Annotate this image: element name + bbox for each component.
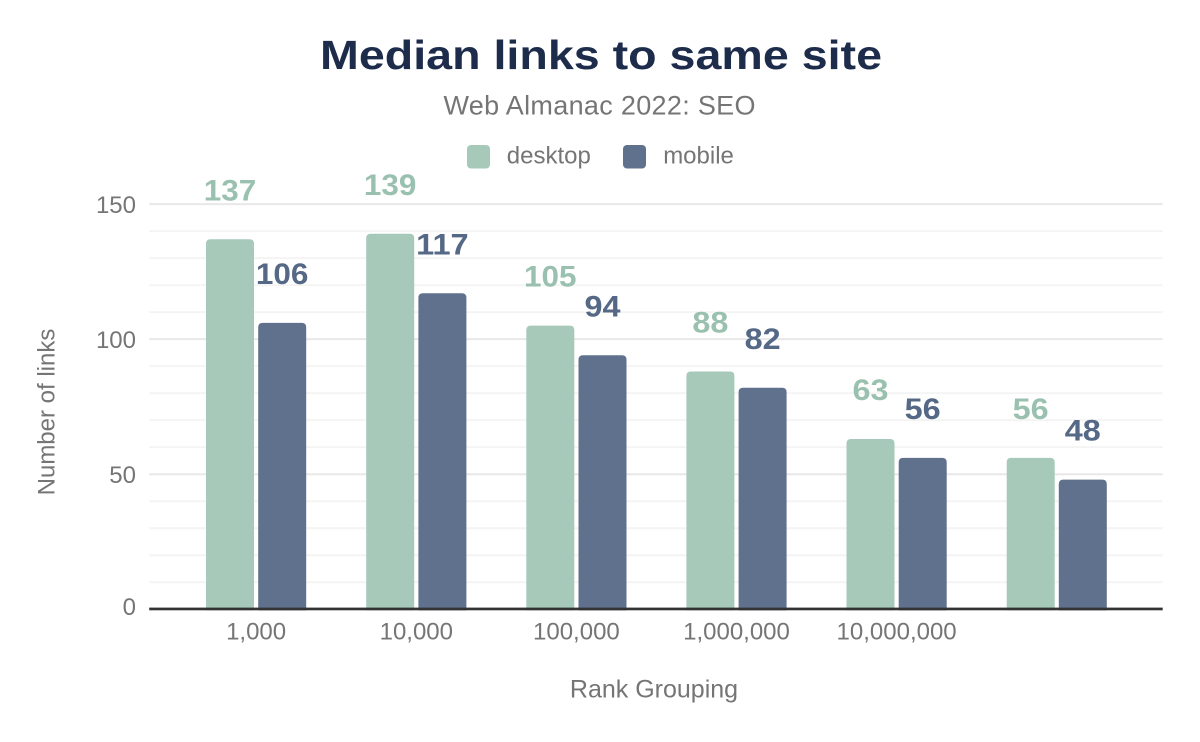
svg-text:Rank Grouping: Rank Grouping bbox=[570, 675, 738, 703]
svg-text:0: 0 bbox=[123, 594, 136, 621]
svg-text:10,000,000: 10,000,000 bbox=[837, 619, 957, 646]
svg-text:137: 137 bbox=[204, 174, 257, 207]
svg-text:100: 100 bbox=[96, 327, 136, 354]
svg-text:1,000: 1,000 bbox=[226, 619, 286, 646]
svg-text:mobile: mobile bbox=[663, 142, 734, 169]
svg-text:63: 63 bbox=[853, 374, 889, 407]
svg-text:48: 48 bbox=[1065, 415, 1101, 448]
svg-text:Number of links: Number of links bbox=[34, 329, 61, 496]
svg-text:1,000,000: 1,000,000 bbox=[683, 619, 790, 646]
svg-text:150: 150 bbox=[96, 192, 136, 219]
svg-text:50: 50 bbox=[109, 462, 136, 489]
svg-text:139: 139 bbox=[364, 169, 417, 202]
svg-text:Median links to same site: Median links to same site bbox=[320, 32, 882, 78]
svg-text:106: 106 bbox=[256, 258, 309, 291]
svg-text:105: 105 bbox=[524, 261, 577, 294]
svg-text:88: 88 bbox=[692, 307, 728, 340]
svg-text:82: 82 bbox=[745, 323, 781, 356]
svg-text:117: 117 bbox=[416, 228, 469, 261]
svg-text:94: 94 bbox=[585, 290, 621, 323]
svg-text:Web Almanac 2022: SEO: Web Almanac 2022: SEO bbox=[444, 90, 756, 120]
svg-text:10,000: 10,000 bbox=[380, 619, 453, 646]
svg-text:56: 56 bbox=[1013, 393, 1049, 426]
svg-text:100,000: 100,000 bbox=[533, 619, 620, 646]
svg-text:desktop: desktop bbox=[507, 142, 591, 169]
svg-text:56: 56 bbox=[905, 393, 941, 426]
